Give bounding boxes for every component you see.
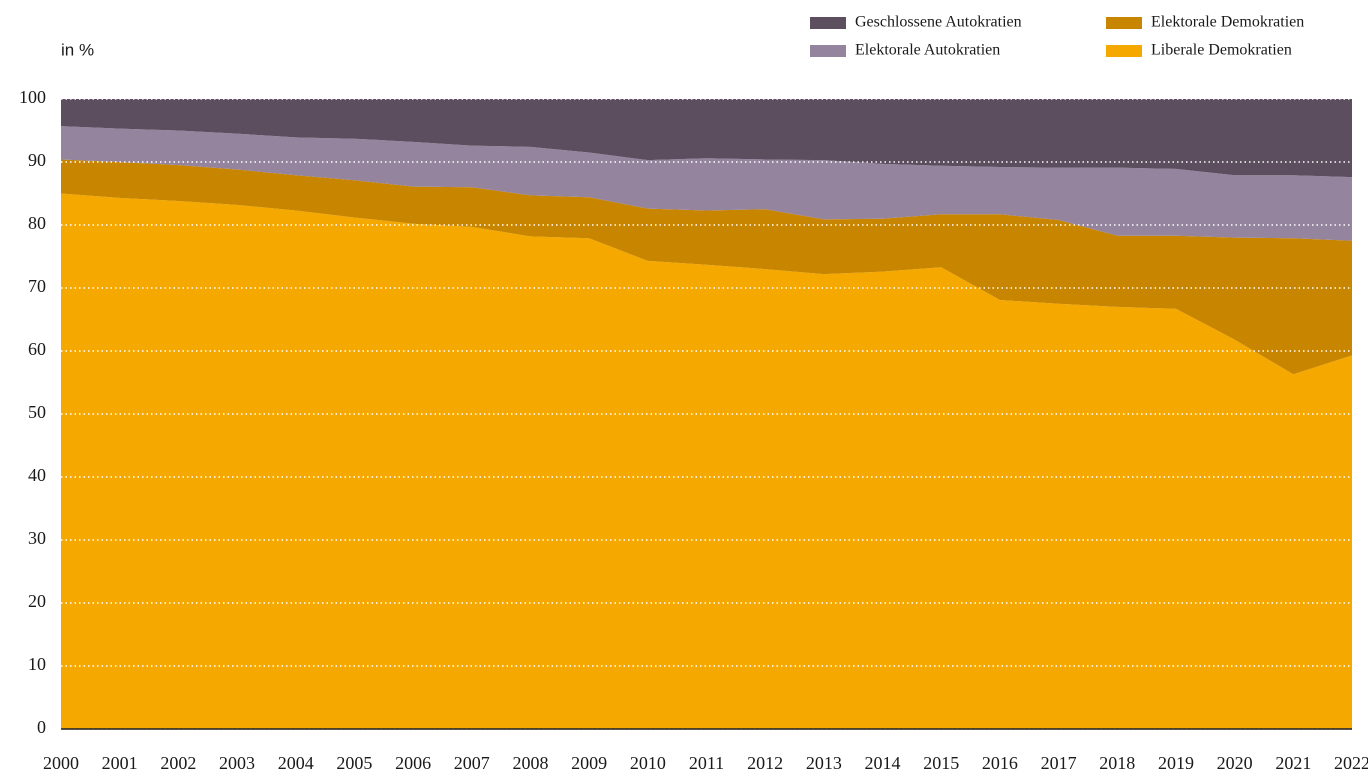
legend-label: Liberale Demokratien (1151, 42, 1292, 59)
legend-swatch (810, 17, 846, 29)
y-tick-label: 60 (28, 339, 46, 359)
x-tick-label: 2004 (278, 753, 314, 773)
legend-swatch (810, 45, 846, 57)
area (61, 159, 1352, 375)
x-tick-label: 2012 (747, 753, 783, 773)
y-tick-label: 90 (28, 150, 46, 170)
legend-label: Elektorale Autokratien (855, 42, 1000, 59)
x-tick-label: 2016 (982, 753, 1018, 773)
legend-swatch (1106, 17, 1142, 29)
x-tick-label: 2021 (1275, 753, 1311, 773)
x-tick-label: 2017 (1041, 753, 1077, 773)
legend-label: Elektorale Demokratien (1151, 14, 1304, 31)
x-tick-label: 2010 (630, 753, 666, 773)
y-tick-label: 40 (28, 465, 46, 485)
x-tick-label: 2001 (102, 753, 138, 773)
y-tick-label: 0 (37, 717, 46, 737)
x-tick-label: 2007 (454, 753, 490, 773)
x-tick-label: 2006 (395, 753, 431, 773)
y-tick-label: 30 (28, 528, 46, 548)
x-tick-label: 2013 (806, 753, 842, 773)
y-tick-label: 10 (28, 654, 46, 674)
x-tick-label: 2015 (923, 753, 959, 773)
x-tick-label: 2008 (512, 753, 548, 773)
legend-swatch (1106, 45, 1142, 57)
x-tick-label: 2019 (1158, 753, 1194, 773)
y-tick-label: 20 (28, 591, 46, 611)
x-tick-label: 2009 (571, 753, 607, 773)
x-tick-label: 2002 (160, 753, 196, 773)
x-tick-label: 2020 (1217, 753, 1253, 773)
area (61, 126, 1352, 241)
x-tick-label: 2014 (865, 753, 901, 773)
y-tick-label: 100 (19, 87, 46, 107)
x-tick-label: 2011 (689, 753, 724, 773)
x-tick-label: 2005 (336, 753, 372, 773)
x-tick-label: 2000 (43, 753, 79, 773)
y-tick-label: 80 (28, 213, 46, 233)
x-tick-label: 2003 (219, 753, 255, 773)
area (61, 99, 1352, 178)
y-axis-label: in % (61, 40, 94, 59)
y-tick-label: 50 (28, 402, 46, 422)
x-tick-label: 2018 (1099, 753, 1135, 773)
area (61, 193, 1352, 729)
x-tick-label: 2022 (1334, 753, 1368, 773)
y-tick-label: 70 (28, 276, 46, 296)
legend-label: Geschlossene Autokratien (855, 14, 1022, 31)
